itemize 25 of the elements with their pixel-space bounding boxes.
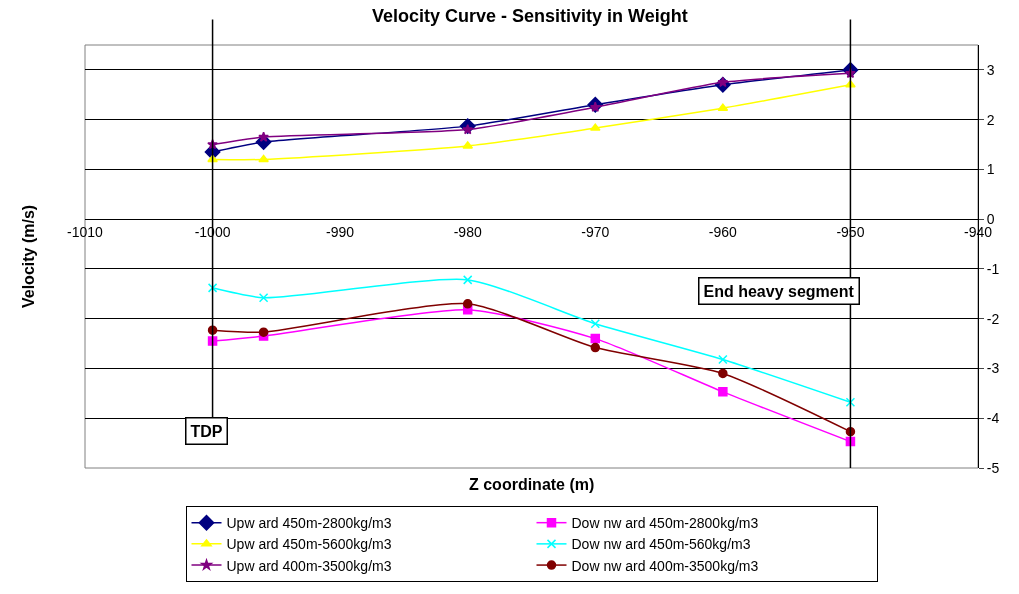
y-tick-label: -1 (986, 260, 1000, 277)
chart-title: Velocity Curve - Sensitivity in Weight (372, 5, 688, 26)
y-tick-label: -4 (986, 410, 1000, 427)
ref-line-label: End heavy segment (703, 282, 855, 300)
y-axis-title: Velocity (m/s) (20, 204, 38, 309)
legend-label: Dow nw ard 450m-560kg/m3 (571, 536, 751, 553)
legend-label: Dow nw ard 400m-3500kg/m3 (571, 557, 759, 574)
y-tick-label: 2 (986, 111, 995, 128)
x-tick-label: -970 (581, 223, 610, 240)
x-tick-label: -1010 (67, 223, 104, 240)
y-tick-label: 0 (986, 211, 995, 228)
y-tick-label: -2 (986, 310, 1000, 327)
x-tick-label: -980 (453, 223, 482, 240)
y-tick-label: 1 (986, 161, 995, 178)
y-tick-label: -3 (986, 360, 1000, 377)
x-tick-label: -960 (708, 223, 738, 240)
legend-label: Upw ard 400m-3500kg/m3 (226, 557, 392, 574)
legend-label: Dow nw ard 450m-2800kg/m3 (571, 515, 759, 532)
y-tick-label: -5 (986, 459, 1000, 476)
x-tick-label: -990 (326, 223, 355, 240)
y-tick-label: 3 (986, 61, 995, 78)
legend-label: Upw ard 450m-5600kg/m3 (226, 536, 392, 553)
ref-line-label: TDP (190, 422, 223, 440)
legend-label: Upw ard 450m-2800kg/m3 (226, 515, 392, 532)
x-axis-title: Z coordinate (m) (469, 476, 595, 493)
